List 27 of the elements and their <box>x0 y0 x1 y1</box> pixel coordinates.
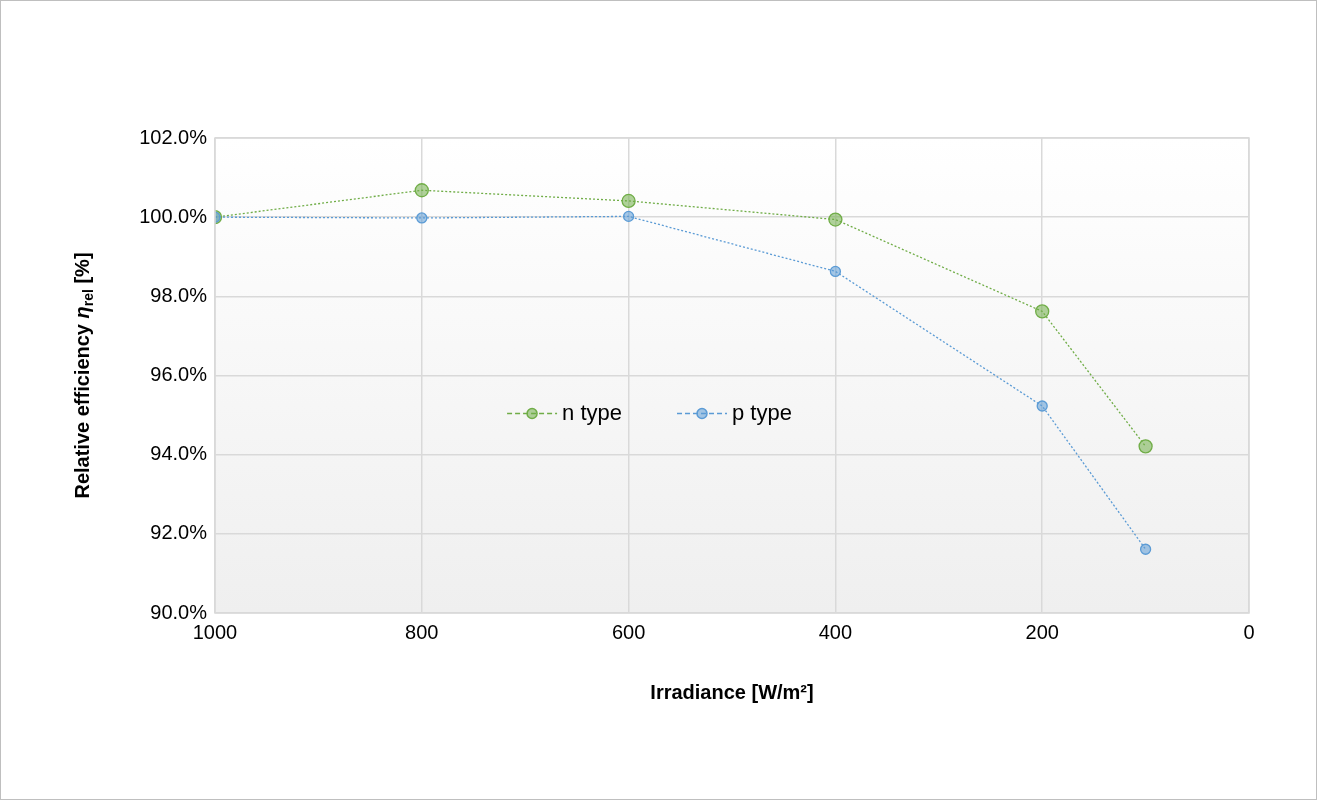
legend-label: p type <box>732 399 792 425</box>
x-tick-label: 0 <box>1243 620 1255 643</box>
point <box>1035 304 1050 319</box>
y-axis-title: Relative efficiency ηrel [%] <box>70 252 96 499</box>
x-tick-label: 400 <box>818 620 853 643</box>
point <box>622 210 635 223</box>
point <box>1138 439 1153 454</box>
legend-label: n type <box>562 399 623 425</box>
point <box>621 193 636 209</box>
point <box>829 265 842 278</box>
x-tick-label: 600 <box>611 620 646 643</box>
x-axis-title: Irradiance [W/m²] <box>650 680 814 703</box>
y-tick-label: 90.0% <box>150 600 208 623</box>
point <box>1036 400 1048 412</box>
y-tick-label: 94.0% <box>150 442 208 465</box>
y-tick-label: 92.0% <box>150 521 208 544</box>
x-tick-label: 200 <box>1025 620 1059 643</box>
point <box>1139 543 1152 555</box>
x-tick-label: 1000 <box>192 620 238 643</box>
y-tick-label: 98.0% <box>150 283 208 306</box>
y-tick-label: 100.0% <box>139 204 208 227</box>
point <box>416 212 428 224</box>
point <box>414 183 429 198</box>
point <box>828 212 843 227</box>
y-tick-label: 96.0% <box>150 363 208 386</box>
y-tick-label: 102.0% <box>139 125 208 148</box>
x-tick-label: 800 <box>405 620 439 643</box>
